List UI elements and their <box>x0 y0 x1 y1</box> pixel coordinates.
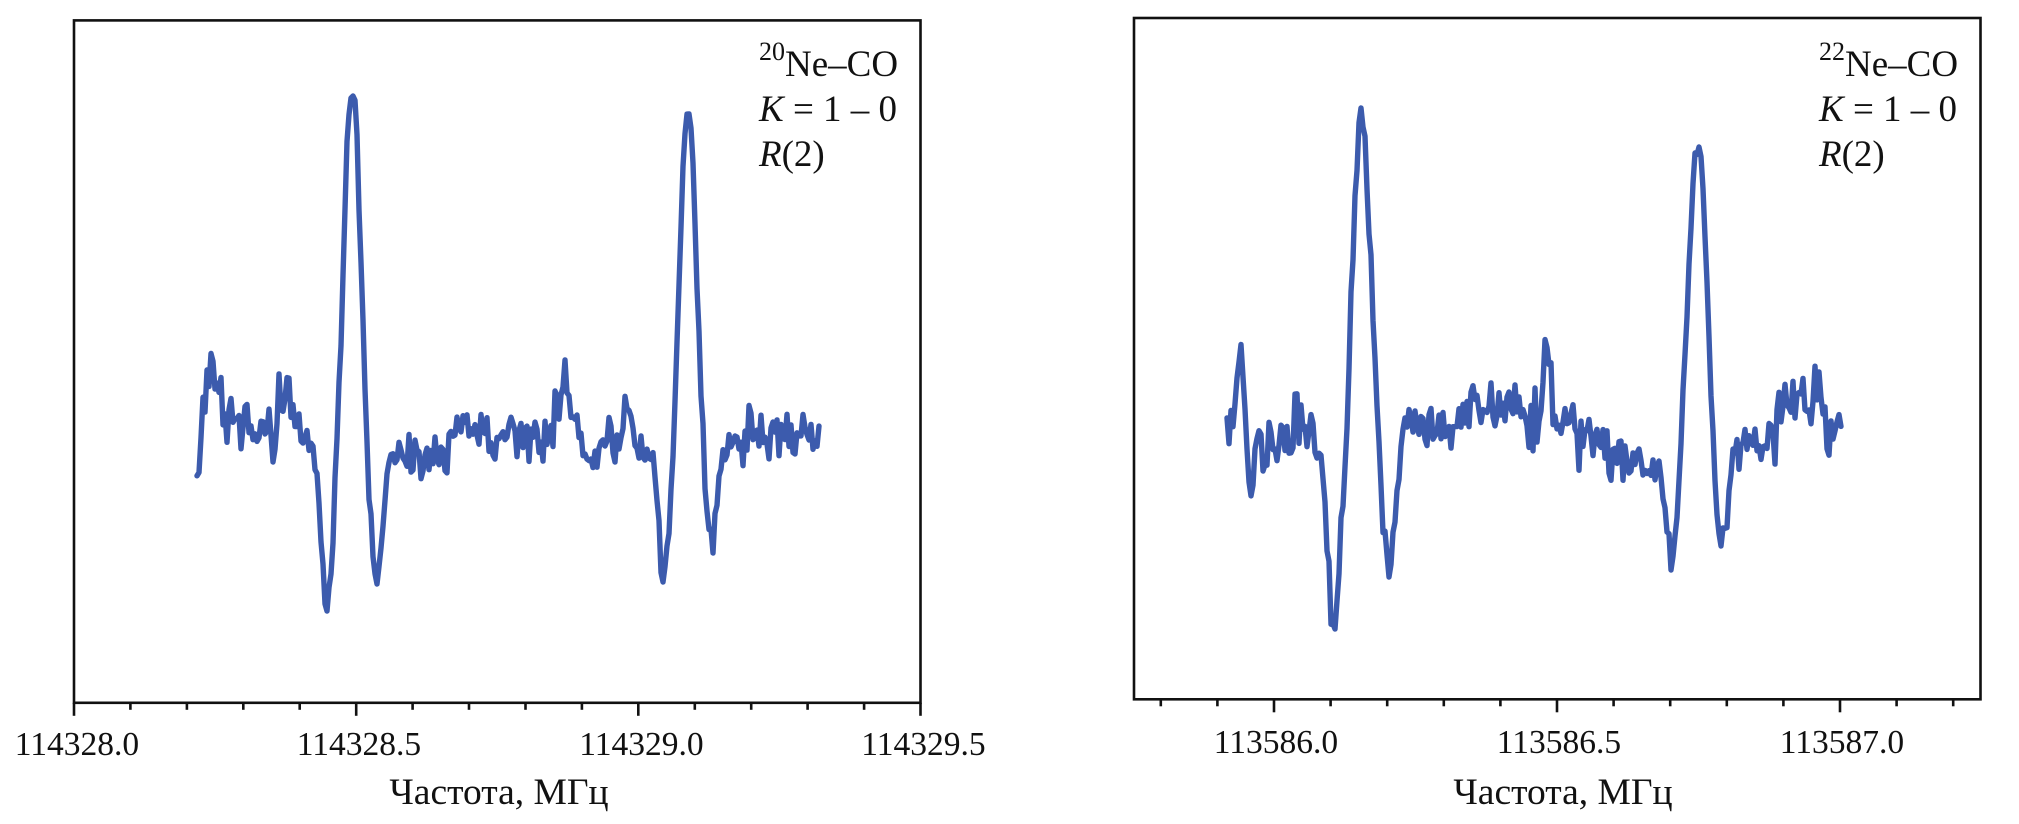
svg-text:113587.0: 113587.0 <box>1780 724 1904 761</box>
svg-text:20Ne–CO: 20Ne–CO <box>759 37 898 85</box>
svg-text:114329.0: 114329.0 <box>579 726 703 763</box>
svg-text:R(2): R(2) <box>758 134 825 175</box>
svg-text:Частота, МГц: Частота, МГц <box>389 772 608 813</box>
svg-text:113586.0: 113586.0 <box>1214 724 1338 761</box>
svg-text:22Ne–CO: 22Ne–CO <box>1819 37 1958 85</box>
svg-text:114328.0: 114328.0 <box>15 726 139 763</box>
svg-text:R(2): R(2) <box>1818 134 1885 175</box>
svg-text:K = 1 – 0: K = 1 – 0 <box>758 89 897 130</box>
svg-text:K = 1 – 0: K = 1 – 0 <box>1818 89 1957 130</box>
svg-text:113586.5: 113586.5 <box>1497 724 1621 761</box>
svg-text:Частота, МГц: Частота, МГц <box>1453 772 1672 813</box>
svg-text:114328.5: 114328.5 <box>297 726 421 763</box>
svg-text:114329.5: 114329.5 <box>861 726 985 763</box>
